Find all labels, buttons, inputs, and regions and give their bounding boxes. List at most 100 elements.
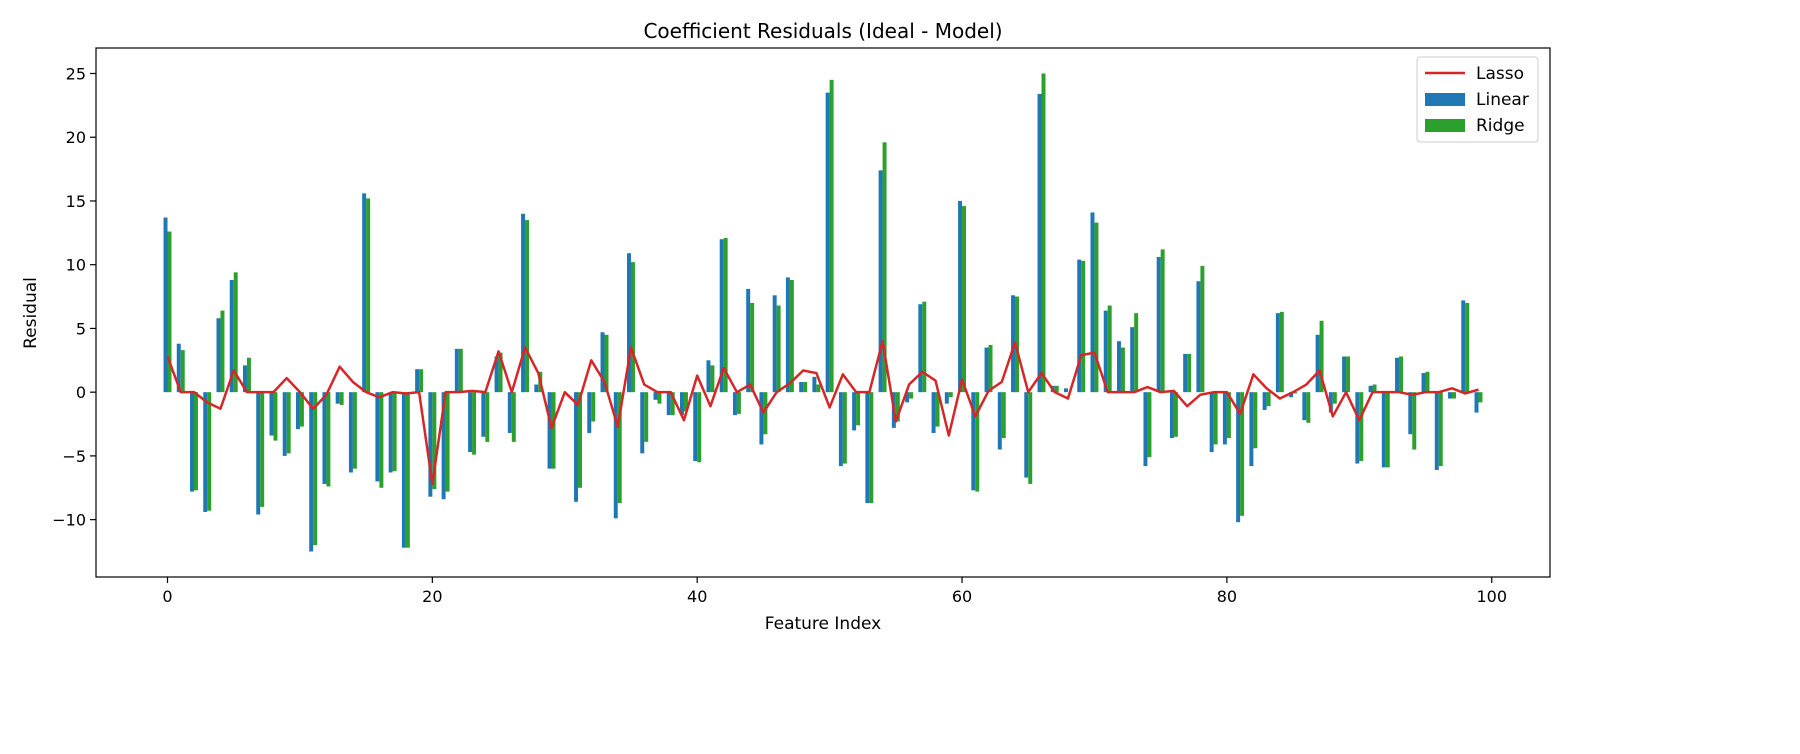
bar-linear-31 [574,392,578,502]
bar-ridge-14 [353,392,357,468]
bar-linear-32 [587,392,591,433]
bars-layer [164,73,1483,551]
bar-linear-51 [839,392,843,466]
legend-lasso-label: Lasso [1476,64,1524,84]
bar-ridge-46 [777,305,781,392]
bar-ridge-7 [260,392,264,507]
bar-ridge-35 [631,262,635,392]
bar-ridge-9 [287,392,291,453]
x-axis-label: Feature Index [765,614,881,634]
bar-ridge-63 [1002,392,1006,438]
bar-linear-28 [534,385,538,393]
bar-ridge-52 [856,392,860,425]
bar-ridge-21 [446,392,450,491]
bar-ridge-97 [1452,392,1456,398]
x-tick-label: 0 [162,587,172,606]
bar-linear-60 [958,201,962,392]
bar-linear-14 [349,392,353,472]
bar-linear-40 [693,392,697,461]
bar-linear-43 [733,392,737,415]
bar-ridge-18 [406,392,410,548]
bar-ridge-24 [485,392,489,442]
bar-ridge-59 [949,392,953,397]
bar-linear-13 [336,392,340,403]
bar-linear-68 [1064,388,1068,392]
bar-ridge-56 [909,392,913,398]
bar-ridge-57 [922,302,926,393]
bar-ridge-12 [326,392,330,486]
y-tick-label: −10 [52,511,86,530]
bar-linear-93 [1395,358,1399,392]
bar-linear-15 [362,193,366,392]
bar-linear-82 [1249,392,1253,466]
bar-linear-89 [1342,356,1346,392]
bar-linear-83 [1263,392,1267,410]
bar-ridge-82 [1253,392,1257,448]
bar-ridge-44 [750,303,754,392]
bar-ridge-96 [1439,392,1443,466]
bar-ridge-31 [578,392,582,488]
bar-linear-37 [653,392,657,400]
x-tick-label: 40 [687,587,707,606]
bar-ridge-48 [803,382,807,392]
bar-ridge-72 [1121,348,1125,393]
bar-linear-69 [1077,260,1081,393]
bar-ridge-69 [1081,261,1085,392]
bar-ridge-98 [1465,303,1469,392]
bar-ridge-11 [313,392,317,545]
bar-linear-45 [759,392,763,444]
bar-ridge-51 [843,392,847,463]
bar-linear-98 [1461,300,1465,392]
bar-linear-58 [932,392,936,433]
bar-ridge-13 [340,392,344,405]
bar-linear-87 [1316,335,1320,392]
bar-linear-73 [1130,327,1134,392]
bar-ridge-49 [816,385,820,393]
bar-linear-26 [508,392,512,433]
bar-ridge-83 [1267,392,1271,406]
bar-ridge-43 [737,392,741,414]
bar-linear-7 [256,392,260,514]
bar-linear-48 [799,382,803,392]
bar-ridge-2 [194,392,198,490]
bar-ridge-36 [644,392,648,442]
bar-ridge-3 [207,392,211,511]
bar-ridge-74 [1147,392,1151,457]
bar-linear-63 [998,392,1002,449]
bar-ridge-8 [273,392,277,440]
bar-linear-50 [826,93,830,393]
bar-linear-22 [455,349,459,392]
x-tick-label: 60 [952,587,972,606]
bar-ridge-93 [1399,356,1403,392]
bar-ridge-66 [1041,73,1045,392]
bar-ridge-61 [975,392,979,491]
bar-ridge-89 [1346,356,1350,392]
bar-linear-92 [1382,392,1386,467]
legend-linear-swatch [1425,93,1465,106]
bar-linear-53 [865,392,869,503]
bar-ridge-78 [1200,266,1204,392]
bar-linear-11 [309,392,313,551]
bar-linear-66 [1038,94,1042,392]
bar-linear-75 [1157,257,1161,392]
bar-ridge-94 [1412,392,1416,449]
bar-linear-96 [1435,392,1439,470]
bar-linear-27 [521,214,525,392]
bar-ridge-26 [512,392,516,442]
bar-ridge-50 [830,80,834,392]
bar-linear-49 [812,377,816,392]
bar-linear-86 [1302,392,1306,420]
bar-linear-62 [985,348,989,393]
y-tick-label: 0 [76,383,86,402]
bar-ridge-60 [962,206,966,392]
bar-ridge-75 [1161,249,1165,392]
y-axis-label: Residual [21,277,41,349]
bar-ridge-90 [1359,392,1363,461]
legend-ridge-swatch [1425,119,1465,132]
bar-ridge-70 [1094,223,1098,393]
bar-ridge-6 [247,358,251,392]
bar-linear-97 [1448,392,1452,398]
legend-ridge-label: Ridge [1476,116,1525,136]
bar-ridge-47 [790,280,794,392]
chart-title: Coefficient Residuals (Ideal - Model) [643,19,1002,43]
